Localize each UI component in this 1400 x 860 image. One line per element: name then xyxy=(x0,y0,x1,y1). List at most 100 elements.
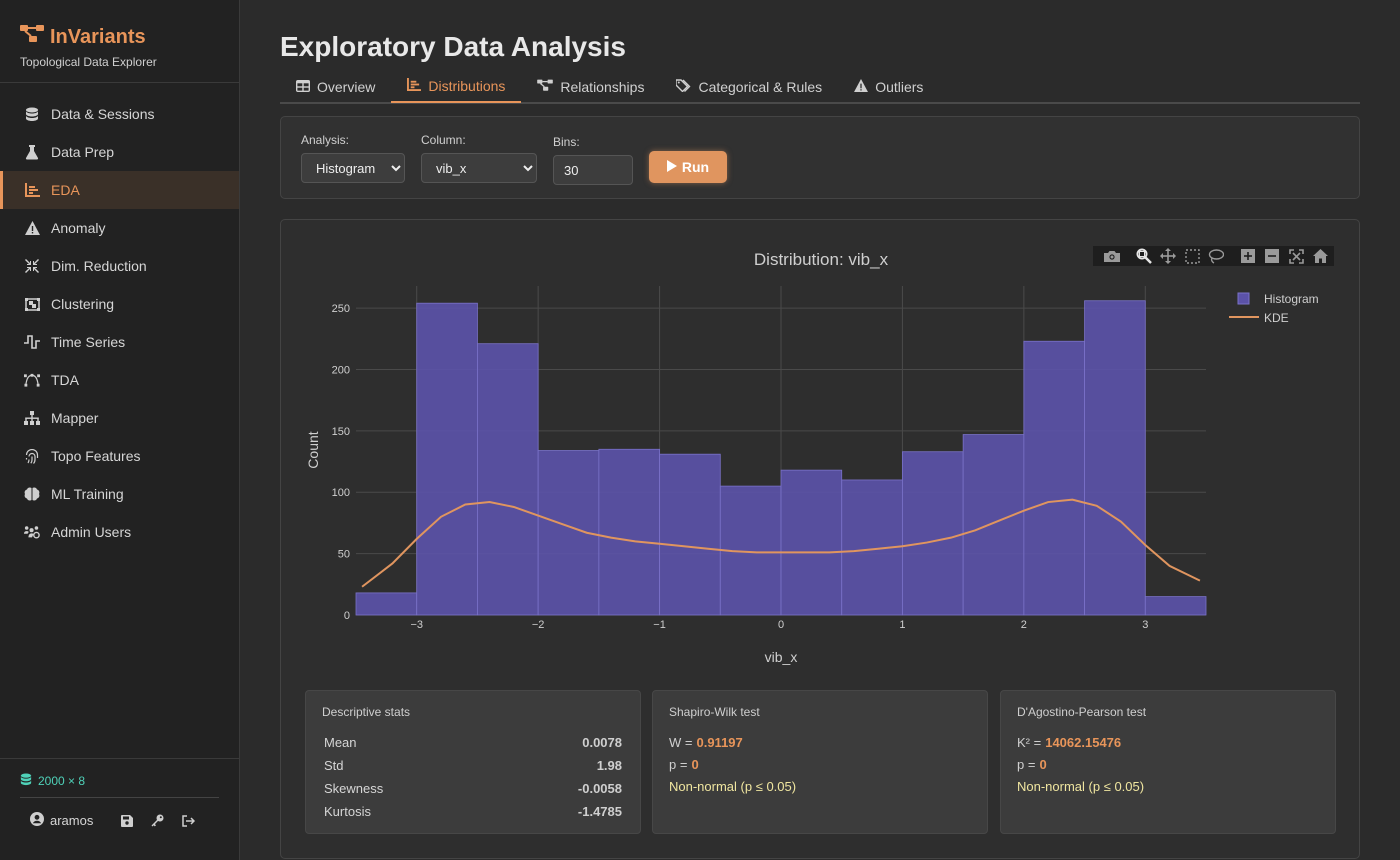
sidebar-item-tda[interactable]: TDA xyxy=(0,361,239,399)
chart-bar-icon xyxy=(24,182,40,198)
sidebar-item-label: Data Prep xyxy=(51,144,115,160)
autoscale-icon[interactable] xyxy=(1284,246,1308,266)
tab-label: Distributions xyxy=(428,77,506,94)
tags-icon xyxy=(675,78,691,95)
analysis-select[interactable]: Histogram xyxy=(301,153,405,183)
wave-square-icon xyxy=(24,334,40,350)
sidebar-item-dim-reduction[interactable]: Dim. Reduction xyxy=(0,247,239,285)
histogram-bar xyxy=(1084,300,1146,616)
sidebar-item-clustering[interactable]: Clustering xyxy=(0,285,239,323)
tab-categorical-rules[interactable]: Categorical & Rules xyxy=(660,70,838,103)
column-control: Column: vib_x xyxy=(421,133,537,183)
sidebar-nav: Data & Sessions Data Prep EDA Anomaly Di… xyxy=(0,95,239,551)
stat-value: -1.4785 xyxy=(577,804,622,819)
x-tick-label: −3 xyxy=(410,619,423,631)
sidebar-item-label: Data & Sessions xyxy=(51,106,155,122)
sidebar-item-label: Time Series xyxy=(51,334,126,350)
app-subtitle: Topological Data Explorer xyxy=(20,55,157,69)
stat-value: 1.98 xyxy=(596,758,622,773)
zoom-in-icon[interactable] xyxy=(1236,246,1260,266)
analysis-control: Analysis: Histogram xyxy=(301,133,405,183)
y-tick-label: 0 xyxy=(344,610,350,622)
w-label: W = xyxy=(669,734,693,750)
sidebar-item-label: Anomaly xyxy=(51,220,106,236)
sidebar-item-anomaly[interactable]: Anomaly xyxy=(0,209,239,247)
stat-value: -0.0058 xyxy=(577,781,622,796)
home-icon[interactable] xyxy=(1308,246,1332,266)
tab-distributions[interactable]: Distributions xyxy=(391,70,522,103)
stat-key: Skewness xyxy=(324,781,384,796)
bins-input[interactable] xyxy=(553,155,633,185)
shapiro-p-line: p = 0 xyxy=(669,753,971,775)
run-label: Run xyxy=(681,159,710,175)
tab-overview[interactable]: Overview xyxy=(280,70,391,103)
brain-icon xyxy=(24,486,40,502)
sidebar-item-label: Clustering xyxy=(51,296,115,312)
stat-key: Kurtosis xyxy=(324,804,371,819)
sidebar: InVariants Topological Data Explorer Dat… xyxy=(0,0,240,860)
legend-histogram-label: Histogram xyxy=(1264,292,1319,306)
k-value: 14062.15476 xyxy=(1045,734,1122,750)
histogram-bar xyxy=(1023,340,1085,616)
warning-icon xyxy=(854,78,869,95)
p-value: 0 xyxy=(691,756,699,772)
sidebar-item-time-series[interactable]: Time Series xyxy=(0,323,239,361)
p-value: 0 xyxy=(1039,756,1047,772)
tab-label: Overview xyxy=(317,78,376,95)
y-axis-label: Count xyxy=(305,431,321,468)
x-axis-label: vib_x xyxy=(765,649,798,665)
save-icon[interactable] xyxy=(121,814,134,827)
sidebar-item-label: Mapper xyxy=(51,410,99,426)
y-tick-label: 150 xyxy=(332,426,350,438)
sidebar-item-label: ML Training xyxy=(51,486,124,502)
analysis-label: Analysis: xyxy=(301,133,350,147)
project-diagram-icon xyxy=(537,79,554,95)
database-icon xyxy=(20,773,32,789)
sidebar-item-topo-features[interactable]: Topo Features xyxy=(0,437,239,475)
key-icon[interactable] xyxy=(151,814,164,827)
histogram-card: 0 50 100 150 200 250 −3 −2 −1 0 1 2 3 Distribution: v… xyxy=(280,219,1360,859)
dagostino-pearson-card: D'Agostino-Pearson test K² = 14062.15476 … xyxy=(1000,690,1336,834)
pan-icon[interactable] xyxy=(1156,246,1180,266)
warning-icon xyxy=(24,220,40,236)
histogram-bar xyxy=(962,434,1025,616)
sidebar-item-data-sessions[interactable]: Data & Sessions xyxy=(0,95,239,133)
chart-bar-icon xyxy=(407,77,422,94)
bins-label: Bins: xyxy=(553,135,580,149)
shapiro-wilk-card: Shapiro-Wilk test W = 0.91197 p = 0 Non-no… xyxy=(652,690,988,834)
sidebar-item-ml-training[interactable]: ML Training xyxy=(0,475,239,513)
zoom-icon[interactable] xyxy=(1132,246,1156,266)
run-button[interactable]: Run xyxy=(649,151,727,183)
sidebar-item-data-prep[interactable]: Data Prep xyxy=(0,133,239,171)
x-tick-label: −2 xyxy=(532,619,545,631)
user-circle-icon xyxy=(30,812,44,829)
shapiro-w-line: W = 0.91197 xyxy=(669,731,971,753)
sidebar-item-mapper[interactable]: Mapper xyxy=(0,399,239,437)
y-tick-label: 50 xyxy=(338,549,350,561)
sidebar-item-eda[interactable]: EDA xyxy=(0,171,239,209)
stat-row-skewness: Skewness -0.0058 xyxy=(322,777,624,800)
descriptive-stats-title: Descriptive stats xyxy=(322,705,411,719)
zoom-out-icon[interactable] xyxy=(1260,246,1284,266)
x-tick-label: 1 xyxy=(899,619,905,631)
tab-outliers[interactable]: Outliers xyxy=(838,70,939,103)
w-value: 0.91197 xyxy=(696,734,743,750)
camera-icon[interactable] xyxy=(1100,246,1124,266)
app-logo[interactable]: InVariants xyxy=(20,24,219,50)
y-tick-label: 200 xyxy=(332,364,350,376)
fingerprint-icon xyxy=(24,448,40,464)
dagostino-verdict: Non-normal (p ≤ 0.05) xyxy=(1017,779,1145,794)
plot-modebar xyxy=(1093,246,1334,266)
stat-row-std: Std 1.98 xyxy=(322,754,624,777)
sidebar-footer: 2000 × 8 aramos xyxy=(0,758,239,860)
tab-relationships[interactable]: Relationships xyxy=(521,70,660,103)
y-tick-label: 250 xyxy=(332,303,350,315)
histogram-chart[interactable]: 0 50 100 150 200 250 −3 −2 −1 0 1 2 3 Distribution: v… xyxy=(281,220,1359,680)
lasso-select-icon[interactable] xyxy=(1204,246,1228,266)
sign-out-icon[interactable] xyxy=(182,814,196,827)
histogram-bar xyxy=(416,302,478,616)
tab-label: Categorical & Rules xyxy=(698,78,823,95)
column-select[interactable]: vib_x xyxy=(421,153,537,183)
sidebar-item-admin-users[interactable]: Admin Users xyxy=(0,513,239,551)
box-select-icon[interactable] xyxy=(1180,246,1204,266)
